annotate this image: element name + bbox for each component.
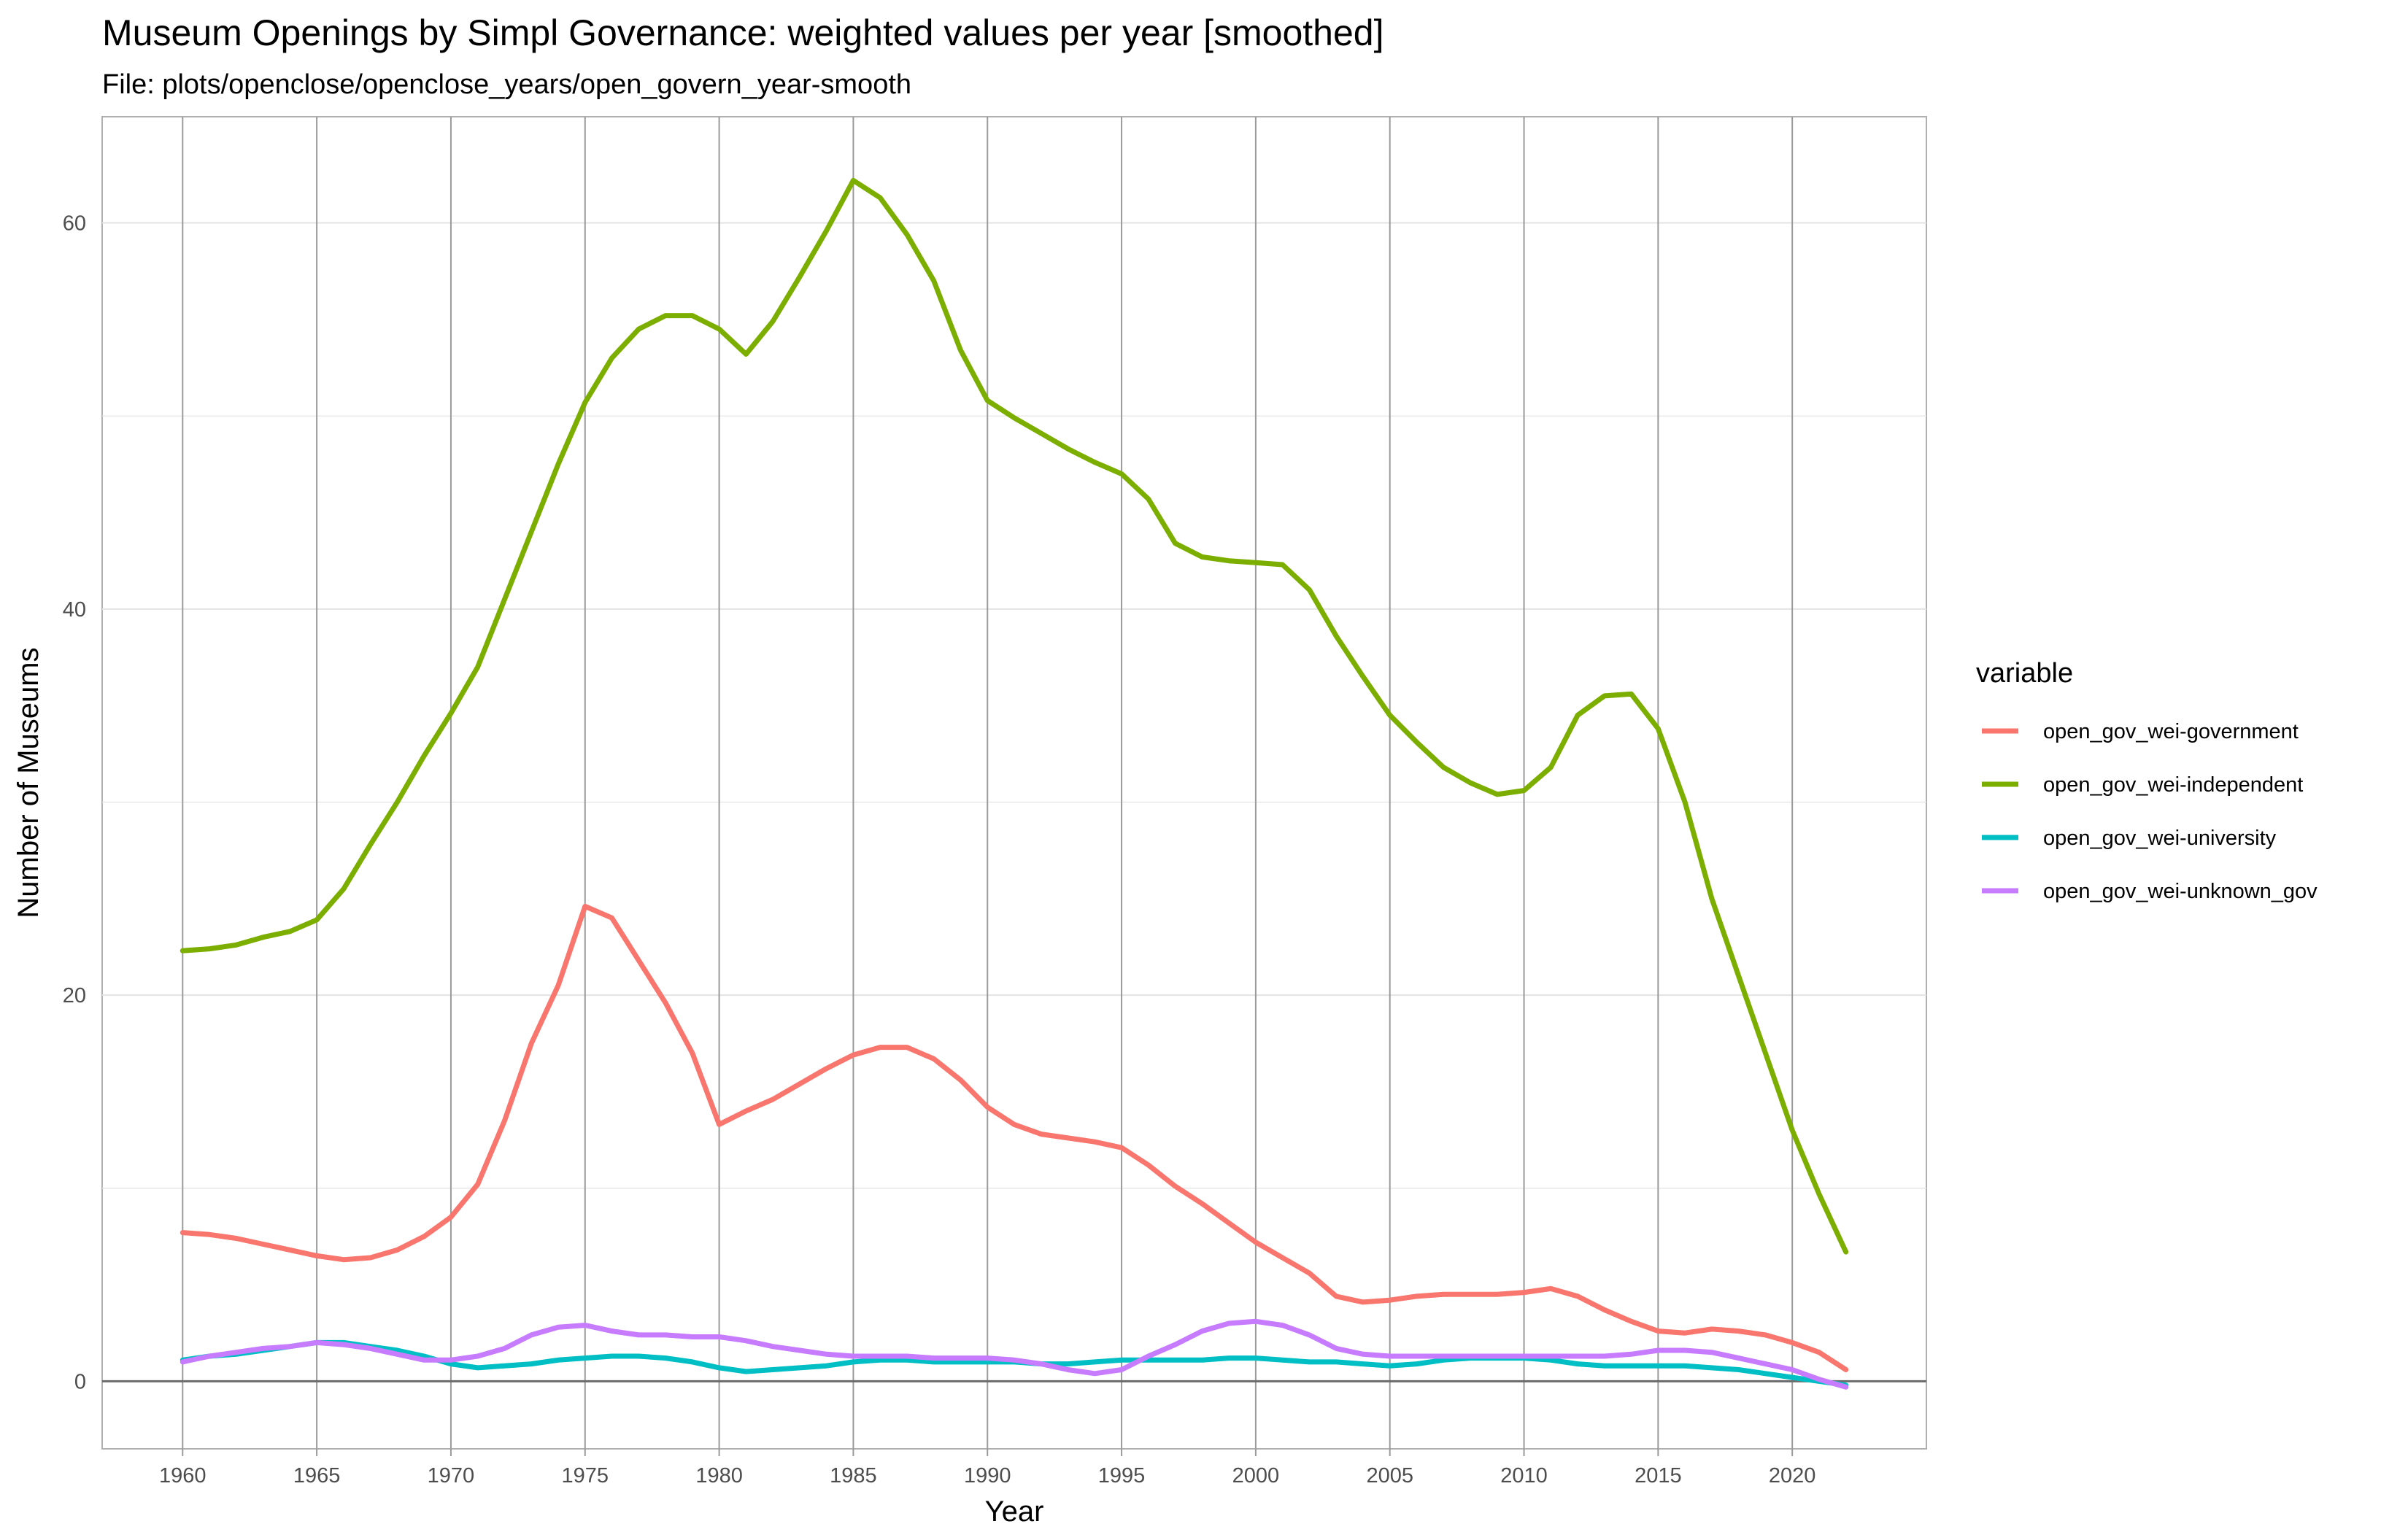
x-tick-labels: 1960 1965 1970 1975 1980 1985 1990 1995 2000 2005…: [159, 1449, 1815, 1487]
x-tick-label: 1985: [830, 1464, 877, 1487]
legend-label-4: open_gov_wei-unknown_gov: [2043, 880, 2318, 903]
chart-title: Museum Openings by Simpl Governance: wei…: [102, 12, 1384, 53]
legend: open_gov_wei-government open_gov_wei-inde…: [1982, 720, 2318, 903]
plot-panel: [101, 116, 1927, 1450]
y-tick-labels: 0 20 40 60: [63, 212, 86, 1394]
legend-label-2: open_gov_wei-independent: [2043, 773, 2303, 797]
series-line-2: [180, 177, 1849, 1255]
x-tick-label: 2015: [1635, 1464, 1682, 1487]
x-tick-label: 1980: [695, 1464, 743, 1487]
legend-title: variable: [1976, 658, 2073, 689]
x-tick-label: 2020: [1769, 1464, 1816, 1487]
x-tick-label: 1975: [562, 1464, 609, 1487]
y-tick-label: 20: [63, 984, 86, 1007]
series-line-1: [180, 903, 1849, 1372]
y-tick-label: 0: [74, 1370, 86, 1393]
x-tick-label: 1970: [428, 1464, 475, 1487]
legend-label-1: open_gov_wei-government: [2043, 720, 2299, 743]
x-tick-label: 1995: [1098, 1464, 1146, 1487]
series-lines: [180, 177, 1849, 1390]
legend-label-3: open_gov_wei-university: [2043, 827, 2277, 850]
x-tick-label: 1960: [159, 1464, 207, 1487]
x-tick-label: 2005: [1366, 1464, 1413, 1487]
series-line-4: [180, 1318, 1849, 1390]
y-tick-label: 40: [63, 598, 86, 622]
x-tick-label: 2000: [1232, 1464, 1280, 1487]
y-tick-label: 60: [63, 212, 86, 236]
x-axis-title: Year: [985, 1496, 1044, 1528]
x-tick-label: 1990: [964, 1464, 1011, 1487]
x-gridlines: [182, 117, 1794, 1449]
y-axis-title: Number of Museums: [12, 647, 45, 918]
x-tick-label: 1965: [293, 1464, 341, 1487]
chart-subtitle: File: plots/openclose/openclose_years/op…: [102, 69, 911, 100]
x-tick-label: 2010: [1500, 1464, 1548, 1487]
